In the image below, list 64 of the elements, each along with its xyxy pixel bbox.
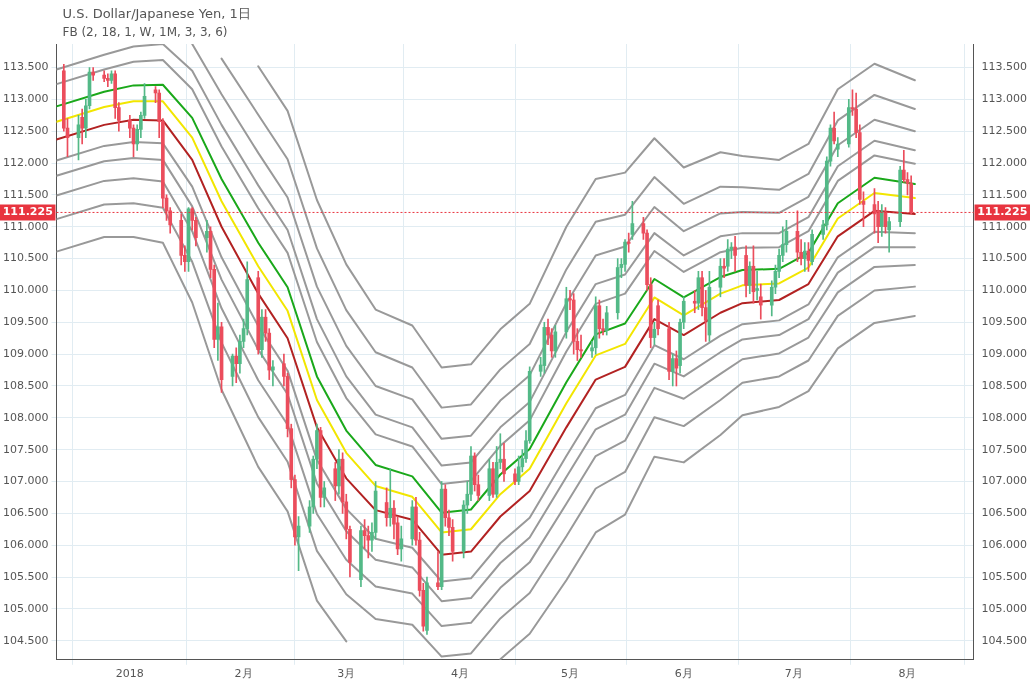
y2-tick-label: 106.000 (981, 538, 1028, 552)
x-tick-label: 3月 (337, 667, 356, 681)
y-tick-label: 109.500 (2, 315, 49, 329)
y2-tick-label: 105.000 (981, 601, 1028, 615)
y2-tick-label: 108.000 (981, 410, 1028, 424)
candlestick (802, 242, 807, 272)
y-tick-label: 107.500 (2, 442, 49, 456)
y2-tick-label: 104.500 (981, 633, 1028, 647)
y2-tick-label: 111.500 (981, 187, 1028, 201)
y-tick-label: 112.000 (2, 155, 49, 169)
candlestick (887, 216, 891, 253)
y-tick-label: 104.500 (2, 633, 49, 647)
y2-tick-label: 109.500 (981, 315, 1028, 329)
x-tick-label: 6月 (674, 667, 693, 681)
candlestick (835, 137, 840, 158)
x-tick-label: 5月 (561, 667, 580, 681)
y-tick-label: 106.000 (2, 538, 49, 552)
candlestick (755, 271, 759, 301)
candlestick (216, 302, 220, 361)
candlestick (205, 220, 209, 253)
x-tick-label: 7月 (784, 667, 803, 681)
y-tick-label: 105.500 (2, 569, 49, 583)
y-tick-label: 110.000 (2, 283, 49, 297)
y2-tick-label: 110.500 (981, 251, 1028, 265)
candlestick (626, 232, 631, 253)
chart-subtitle: FB (2, 18, 1, W, 1M, 3, 3, 6) (62, 25, 228, 39)
candlestick (692, 290, 697, 314)
candlestick (91, 67, 95, 81)
y-tick-label: 110.500 (2, 251, 49, 265)
y-tick-label: 113.500 (2, 60, 49, 74)
y-tick-label: 108.500 (2, 378, 49, 392)
x-tick-label: 2月 (234, 667, 253, 681)
y-tick-label: 107.000 (2, 474, 49, 488)
x-tick-label: 2018 (115, 667, 144, 681)
y2-tick-label: 105.500 (981, 569, 1028, 583)
y2-tick-label: 108.500 (981, 378, 1028, 392)
y2-tick-label: 110.000 (981, 283, 1028, 297)
candlestick (733, 235, 737, 272)
y-tick-label: 113.000 (2, 92, 49, 106)
candlestick (436, 551, 440, 591)
y2-tick-label: 106.500 (981, 506, 1028, 520)
y-tick-label: 111.500 (2, 187, 49, 201)
y-tick-label: 105.000 (2, 601, 49, 615)
y-tick-label: 106.500 (2, 506, 49, 520)
ref-line-label: 111.225 (2, 205, 53, 219)
y2-tick-label: 112.500 (981, 124, 1028, 138)
text: 111.225 (977, 205, 1028, 219)
y2-tick-label: 113.500 (981, 60, 1028, 74)
y2-tick-label: 107.000 (981, 474, 1028, 488)
y-tick-label: 108.000 (2, 410, 49, 424)
x-tick-label: 4月 (450, 667, 469, 681)
x-tick-label: 8月 (898, 667, 917, 681)
y2-tick-label: 112.000 (981, 155, 1028, 169)
candlestick (234, 347, 239, 384)
chart-title: U.S. Dollar/Japanese Yen, 1日 (62, 6, 251, 21)
candlestick (106, 73, 110, 87)
y2-tick-label: 107.500 (981, 442, 1028, 456)
y-tick-label: 112.500 (2, 124, 49, 138)
candlestick (388, 468, 393, 527)
y2-tick-label: 109.000 (981, 346, 1028, 360)
y-tick-label: 109.000 (2, 346, 49, 360)
y-tick-label: 111.000 (2, 219, 49, 233)
y2-tick-label: 111.000 (981, 219, 1028, 233)
y2-tick-label: 113.000 (981, 92, 1028, 106)
